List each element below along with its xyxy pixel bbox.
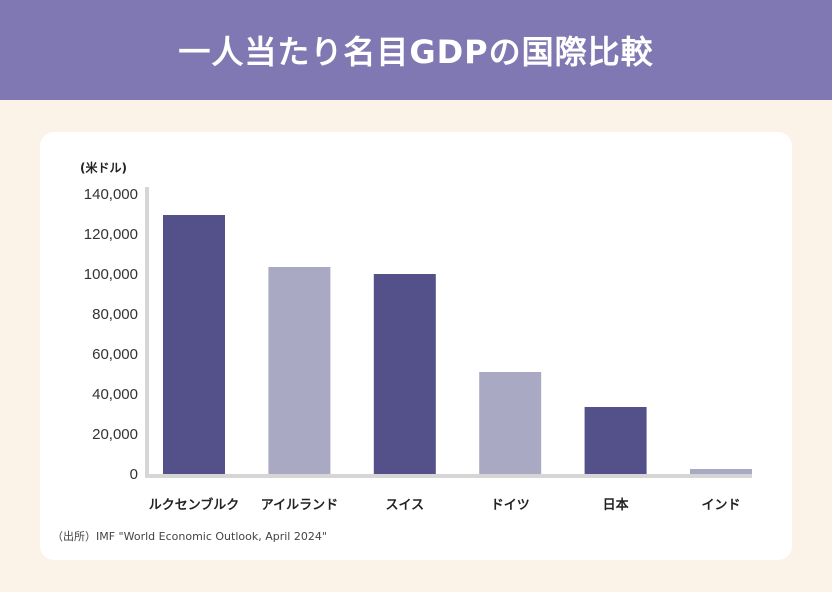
y-axis-unit-label: (米ドル) (80, 160, 127, 175)
x-category-label: ルクセンブルク (149, 497, 240, 513)
y-tick-label: 120,000 (84, 226, 138, 243)
header-banner: 一人当たり名目GDPの国際比較 (0, 0, 832, 100)
bar-2 (373, 274, 436, 476)
x-category-label: ドイツ (491, 498, 530, 513)
bar-3 (479, 372, 542, 476)
bar-4 (584, 407, 647, 476)
bar-5 (690, 469, 752, 476)
y-tick-label: 140,000 (84, 186, 138, 203)
y-tick-label: 20,000 (92, 426, 138, 443)
y-tick-label: 100,000 (84, 266, 138, 283)
x-category-label: アイルランド (261, 498, 338, 513)
bar-1 (268, 267, 331, 476)
x-category-label: インド (701, 498, 740, 513)
page-title: 一人当たり名目GDPの国際比較 (178, 33, 654, 71)
x-category-label: 日本 (603, 497, 629, 513)
y-tick-label: 80,000 (92, 306, 138, 323)
x-category-label: スイス (385, 498, 424, 513)
bar-0 (163, 215, 225, 476)
y-tick-label: 0 (130, 466, 138, 483)
source-note: （出所）IMF "World Economic Outlook, April 2… (52, 529, 327, 543)
y-tick-label: 40,000 (92, 386, 138, 403)
y-tick-label: 60,000 (92, 346, 138, 363)
